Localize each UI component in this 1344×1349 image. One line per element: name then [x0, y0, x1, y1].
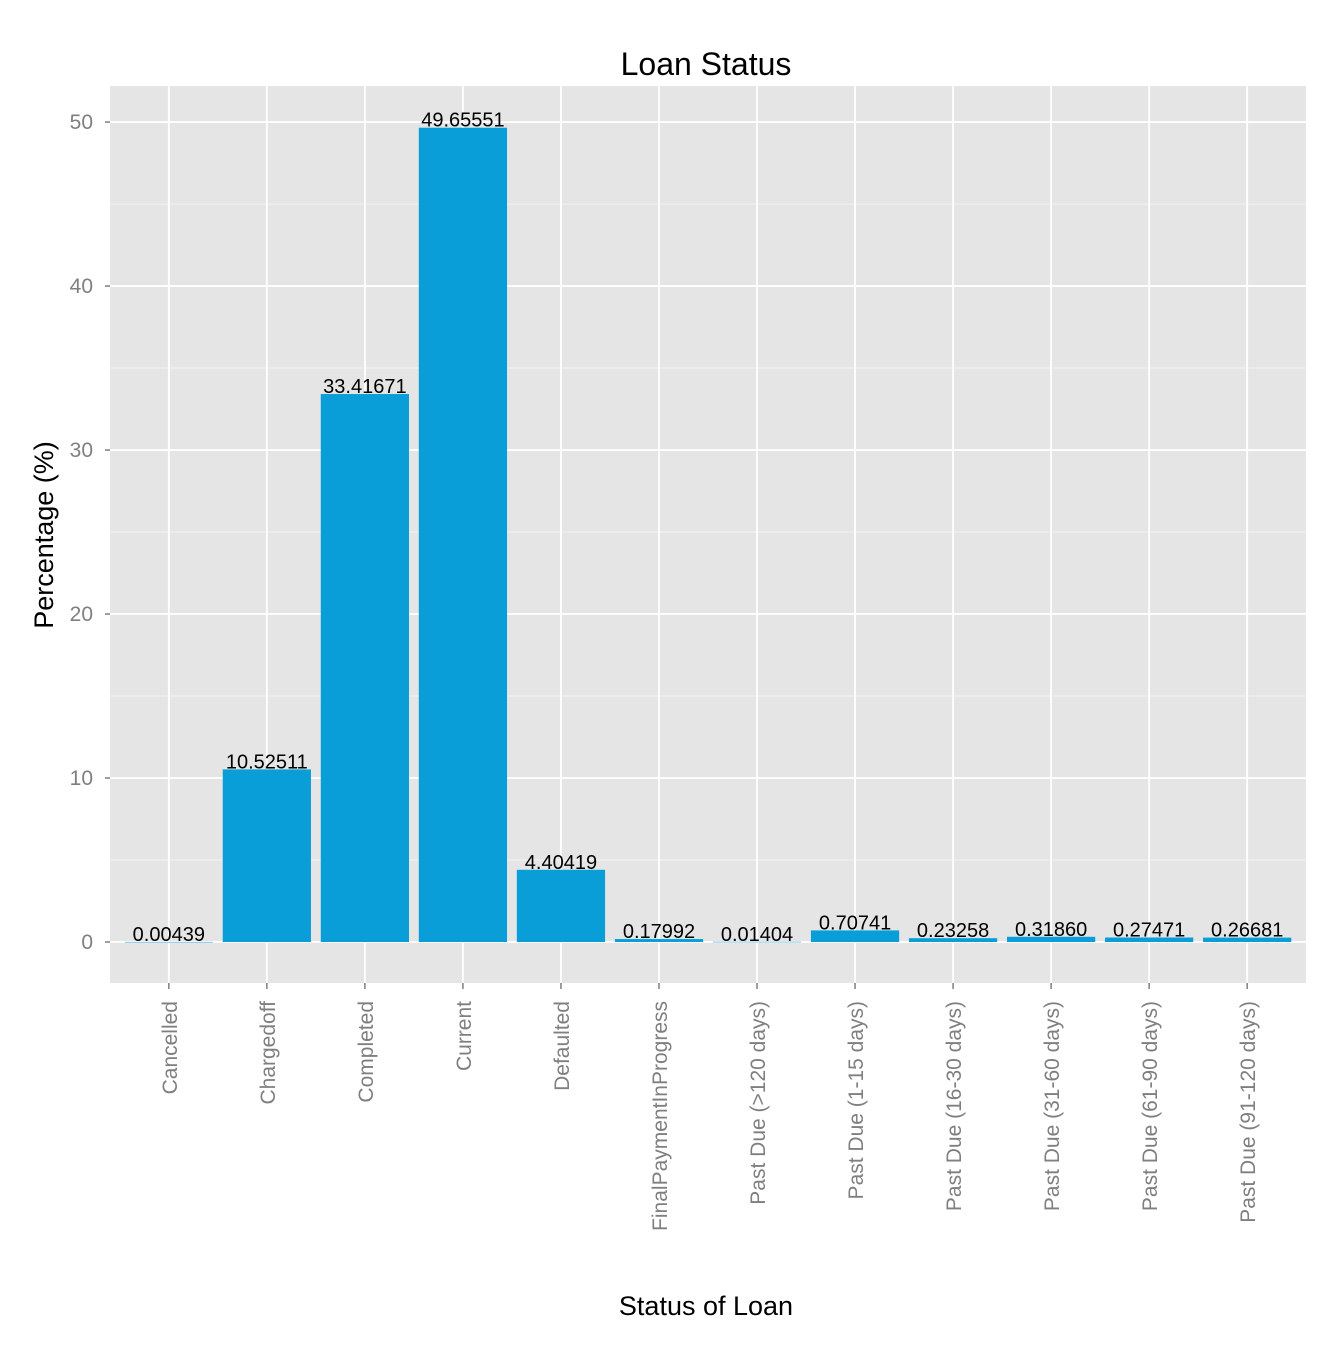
bar-value-label: 0.27471: [1113, 919, 1185, 941]
y-tick-label: 50: [70, 111, 93, 134]
y-tick-label: 0: [81, 931, 93, 954]
y-tick-label: 30: [70, 439, 93, 462]
bar-past-due-61-90-days: [1105, 937, 1194, 943]
x-tick-label: Past Due (61-90 days): [1139, 1001, 1162, 1211]
bar-past-due-91-120-days: [1203, 937, 1292, 943]
bar-value-label: 0.26681: [1211, 920, 1283, 942]
bar-value-label: 0.70741: [819, 912, 891, 934]
bar-defaulted: [516, 869, 606, 943]
x-tick-label: Past Due (91-120 days): [1237, 1001, 1260, 1223]
x-tick-label: Past Due (1-15 days): [845, 1001, 868, 1199]
y-tick-label: 20: [70, 603, 93, 626]
chart-title: Loan Status: [621, 46, 792, 82]
x-axis-title: Status of Loan: [619, 1291, 793, 1321]
bar-finalpaymentinprogress: [614, 939, 704, 943]
bar-value-label: 0.23258: [917, 920, 989, 942]
bar-value-label: 0.01404: [721, 924, 793, 946]
y-axis: 0 10 20 30 40 50: [70, 111, 110, 954]
bar-completed: [320, 394, 409, 943]
bar-past-due-1-15-days: [810, 930, 900, 943]
bar-value-label: 0.17992: [623, 921, 695, 943]
x-tick-label: Current: [453, 1001, 476, 1071]
x-tick-label: Chargedoff: [257, 1001, 280, 1105]
bar-value-label: 4.40419: [525, 852, 597, 874]
x-tick-label: Defaulted: [551, 1001, 574, 1091]
x-tick-label: Past Due (>120 days): [747, 1001, 770, 1205]
bar-value-label: 0.00439: [133, 924, 205, 946]
x-tick-label: Completed: [355, 1001, 378, 1103]
bar-past-due-120-days: [712, 941, 802, 943]
bar-past-due-16-30-days: [908, 938, 998, 943]
bar-past-due-31-60-days: [1007, 936, 1096, 943]
x-tick-label: FinalPaymentInProgress: [649, 1001, 672, 1231]
bar-current: [418, 127, 508, 943]
y-tick-label: 10: [70, 767, 93, 790]
bar-cancelled: [124, 941, 213, 943]
x-axis: Cancelled Chargedoff Completed Current Defau…: [159, 983, 1260, 1231]
y-axis-title: Percentage (%): [29, 441, 59, 629]
bar-value-label: 0.31860: [1015, 919, 1087, 941]
bar-chargedoff: [222, 769, 311, 943]
bar-value-label: 49.65551: [421, 110, 504, 132]
bars: [124, 127, 1292, 943]
x-tick-label: Cancelled: [159, 1001, 182, 1094]
bar-value-label: 10.52511: [226, 751, 308, 773]
bar-value-label: 33.41671: [323, 376, 406, 398]
x-tick-label: Past Due (16-30 days): [943, 1001, 966, 1211]
x-tick-label: Past Due (31-60 days): [1041, 1001, 1064, 1211]
y-tick-label: 40: [70, 275, 93, 298]
bar-value-labels: 0.00439 10.52511 33.41671 49.65551 4.40419 0.…: [133, 110, 1284, 946]
